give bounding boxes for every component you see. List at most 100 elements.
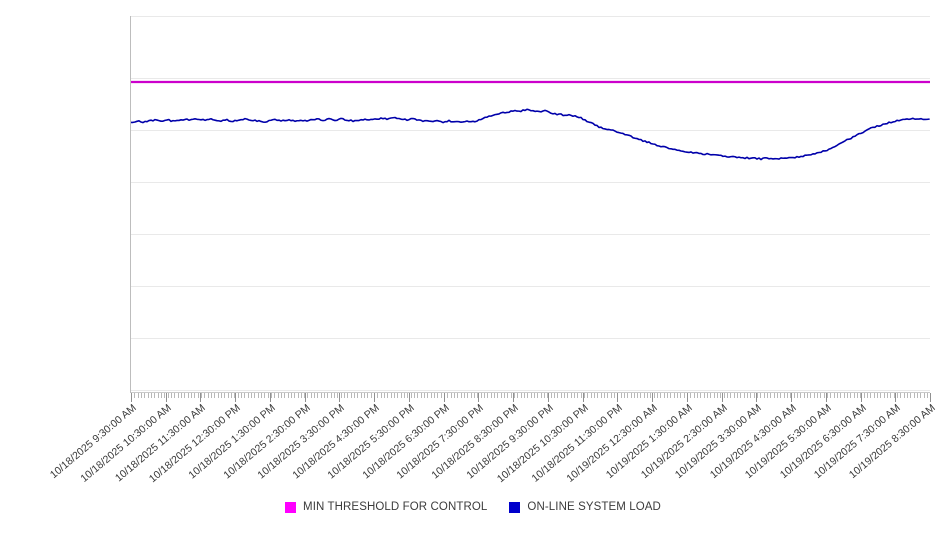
online-system-load-line	[131, 109, 929, 159]
legend-item[interactable]: ON-LINE SYSTEM LOAD	[509, 501, 661, 513]
tick-minor	[334, 393, 336, 398]
tick-minor	[567, 393, 569, 398]
tick-major	[930, 393, 931, 402]
tick-minor	[500, 393, 502, 398]
tick-minor	[753, 393, 755, 398]
tick-major	[408, 393, 410, 402]
tick-minor	[810, 393, 812, 398]
tick-minor	[360, 393, 362, 398]
tick-minor	[217, 393, 219, 398]
tick-minor	[140, 393, 142, 398]
tick-minor	[454, 393, 455, 398]
tick-minor	[816, 393, 818, 398]
tick-minor	[244, 393, 246, 398]
gridline	[131, 78, 930, 79]
tick-minor	[697, 393, 699, 398]
gridline	[131, 390, 930, 391]
tick-minor	[277, 393, 279, 398]
tick-minor	[264, 393, 266, 398]
tick-minor	[250, 393, 252, 398]
tick-minor	[320, 393, 322, 398]
tick-minor	[850, 393, 852, 398]
tick-minor	[640, 393, 642, 398]
tick-minor	[820, 393, 822, 398]
tick-minor	[537, 393, 539, 398]
tick-minor	[134, 393, 136, 398]
tick-minor	[657, 393, 659, 398]
tick-minor	[477, 393, 479, 398]
tick-minor	[287, 393, 289, 398]
tick-major	[339, 393, 341, 402]
tick-minor	[637, 393, 639, 398]
tick-minor	[160, 393, 162, 398]
tick-minor	[184, 393, 186, 398]
tick-minor	[430, 393, 432, 398]
tick-minor	[460, 393, 462, 398]
tick-minor	[787, 393, 788, 398]
tick-minor	[137, 393, 139, 398]
tick-minor	[274, 393, 276, 398]
tick-minor	[150, 393, 152, 398]
tick-minor	[880, 393, 882, 398]
tick-minor	[910, 393, 912, 398]
tick-minor	[667, 393, 669, 398]
tick-minor	[890, 393, 892, 398]
tick-minor	[493, 393, 495, 398]
tick-minor	[757, 393, 759, 398]
tick-minor	[540, 393, 542, 398]
tick-minor	[886, 393, 888, 398]
tick-minor	[434, 393, 436, 398]
tick-minor	[267, 393, 269, 398]
tick-minor	[157, 393, 159, 398]
tick-minor	[180, 393, 182, 398]
tick-minor	[703, 393, 705, 398]
tick-minor	[856, 393, 858, 398]
tick-minor	[870, 393, 872, 398]
tick-minor	[407, 393, 409, 398]
tick-minor	[923, 393, 925, 398]
legend-item[interactable]: MIN THRESHOLD FOR CONTROL	[285, 501, 487, 513]
tick-minor	[543, 393, 545, 398]
x-axis-line	[131, 392, 930, 393]
tick-minor	[280, 393, 282, 398]
tick-minor	[227, 393, 229, 398]
tick-minor	[913, 393, 915, 398]
tick-minor	[793, 393, 795, 398]
tick-major	[478, 393, 480, 402]
tick-minor	[593, 393, 595, 398]
chart-container: 10/18/2025 9:30:00 AM 10/18/2025 10:30:00…	[48, 16, 938, 513]
tick-major	[791, 393, 793, 402]
tick-major	[652, 393, 654, 402]
tick-minor	[853, 393, 855, 398]
tick-minor	[290, 393, 292, 398]
tick-minor	[204, 393, 206, 398]
tick-minor	[523, 393, 525, 398]
tick-minor	[513, 393, 515, 398]
plot-area	[131, 16, 930, 392]
tick-minor	[503, 393, 505, 398]
gridline	[131, 234, 930, 235]
tick-minor	[420, 393, 422, 398]
tick-minor	[600, 393, 602, 398]
tick-minor	[234, 393, 236, 398]
tick-minor	[777, 393, 779, 398]
legend-swatch-icon	[285, 501, 297, 513]
tick-major	[304, 393, 306, 402]
tick-minor	[577, 393, 579, 398]
tick-minor	[840, 393, 842, 398]
tick-major	[582, 393, 584, 402]
tick-minor	[670, 393, 672, 398]
tick-minor	[780, 393, 782, 398]
tick-minor	[410, 393, 412, 398]
tick-minor	[627, 393, 629, 398]
tick-minor	[683, 393, 685, 398]
tick-minor	[823, 393, 825, 398]
tick-minor	[324, 393, 326, 398]
tick-minor	[467, 393, 469, 398]
tick-minor	[633, 393, 635, 398]
tick-minor	[583, 393, 585, 398]
tick-minor	[743, 393, 745, 398]
tick-minor	[260, 393, 262, 398]
tick-minor	[673, 393, 675, 398]
tick-major	[235, 393, 237, 402]
